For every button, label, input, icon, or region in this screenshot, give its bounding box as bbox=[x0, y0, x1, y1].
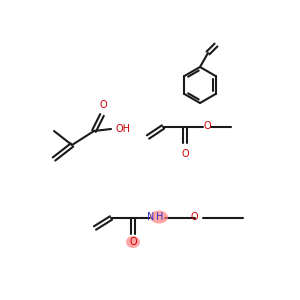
Text: O: O bbox=[190, 212, 198, 222]
Text: N: N bbox=[147, 212, 154, 222]
Text: O: O bbox=[129, 237, 137, 247]
Text: O: O bbox=[204, 121, 212, 131]
Ellipse shape bbox=[150, 211, 168, 224]
Text: H: H bbox=[156, 212, 164, 222]
Text: O: O bbox=[99, 100, 107, 110]
Text: O: O bbox=[181, 149, 189, 159]
Ellipse shape bbox=[126, 236, 140, 248]
Text: OH: OH bbox=[116, 124, 131, 134]
